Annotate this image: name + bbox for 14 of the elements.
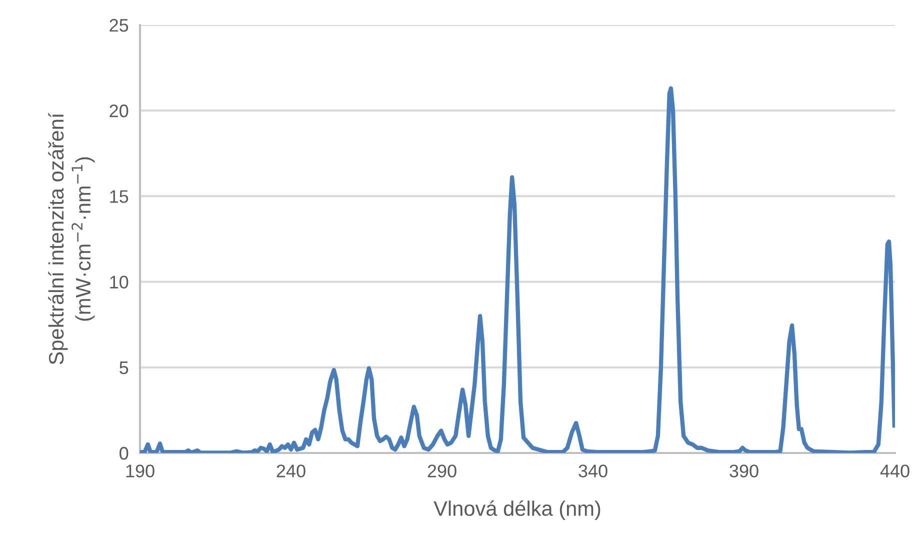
x-axis-title: Vlnová délka (nm) — [434, 500, 600, 520]
y-tick-label: 10 — [110, 276, 128, 289]
x-tick-label: 440 — [880, 464, 910, 478]
x-tick-label: 240 — [276, 464, 306, 478]
x-tick-label: 390 — [730, 464, 758, 478]
y-tick-label: 5 — [120, 362, 128, 374]
x-tick-label: 340 — [578, 464, 608, 478]
y-axis-title: Spektrální intenzita ozáření (mW·cm$^{−2}$·nm$^{−1}$) — [48, 112, 95, 364]
y-tick-label: 0 — [120, 446, 128, 460]
x-tick-label: 290 — [428, 464, 456, 478]
y-tick-label: 20 — [110, 104, 128, 118]
y-tick-label: 15 — [110, 190, 128, 203]
y-tick-label: 25 — [110, 18, 128, 32]
x-tick-label: 190 — [126, 464, 154, 478]
